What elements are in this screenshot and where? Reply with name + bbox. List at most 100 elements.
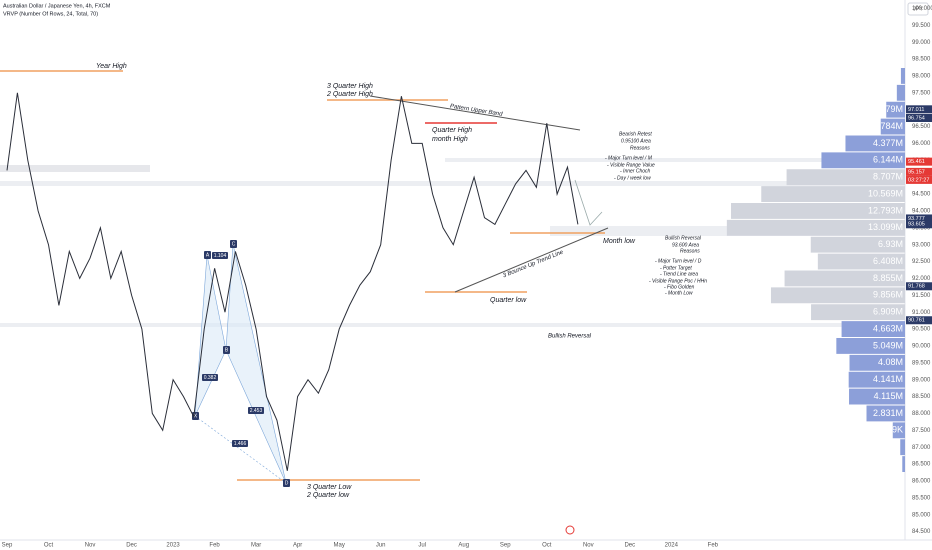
price-tag [906, 282, 932, 291]
price-tag [906, 316, 932, 325]
point-box [223, 346, 230, 354]
annotation: month High [432, 136, 468, 143]
price-tag [906, 167, 932, 176]
profile-label: 6.909M [873, 307, 903, 317]
y-tick-label: 90.000 [912, 344, 931, 350]
y-tick-label: 99.500 [912, 23, 931, 29]
profile-bar [900, 439, 905, 456]
price-tag [906, 113, 932, 122]
x-tick-label: Jul [418, 543, 426, 549]
profile-bar [731, 203, 905, 219]
price-line [6, 92, 579, 471]
point-box [283, 479, 290, 487]
x-tick-label: Dec [126, 543, 137, 549]
profile-label: 899K [882, 425, 903, 435]
annotation: Bullish Reversal [665, 235, 702, 241]
annotation: 0.95100 Area [621, 138, 651, 144]
ratio-label: 0.382 [204, 375, 217, 381]
y-tick-label: 99.000 [912, 40, 931, 46]
annotation: Quarter High [432, 127, 472, 134]
profile-bar [900, 68, 905, 84]
price-tag-label: 95.461 [908, 159, 925, 165]
x-tick-label: Nov [85, 543, 96, 549]
y-tick-label: 92.000 [912, 276, 931, 282]
projection [574, 179, 603, 226]
y-tick-label: 94.000 [912, 209, 931, 215]
annotation: 2 Quarter High [326, 91, 373, 98]
profile-bar [770, 287, 905, 304]
annotation: Reasons [680, 248, 700, 254]
price-tag-label: 97.011 [908, 107, 924, 113]
y-tick-label: 94.500 [912, 192, 931, 198]
annotation: Year High [96, 63, 127, 70]
countdown: 03:27:27 [908, 177, 929, 183]
annotation: - Major Turn level / M [605, 155, 653, 161]
event-icon [565, 525, 575, 535]
annotation: 3 Bounce Up Trend Line [502, 249, 565, 279]
price-tag [906, 105, 932, 114]
y-tick-label: 92.500 [912, 259, 931, 265]
annotation: Quarter low [490, 297, 527, 304]
ratio-label: 1.466 [234, 441, 247, 447]
y-tick-label: 98.500 [912, 57, 931, 63]
profile-label: 8.707M [873, 172, 903, 182]
harmonic [194, 254, 227, 417]
annotation: - Visible Range Value [607, 162, 655, 168]
y-tick-label: 88.000 [912, 411, 931, 417]
y-tick-label: 96.000 [912, 141, 931, 147]
price-tag-label: 90.761 [908, 318, 925, 324]
annotation: 3 Quarter High [327, 83, 373, 90]
profile-label: 1.784M [873, 121, 903, 131]
ratio-box [232, 440, 248, 447]
point-box [204, 251, 211, 259]
profile-bar [761, 186, 905, 202]
y-tick-label: 86.500 [912, 462, 931, 468]
ratio-box [202, 374, 218, 381]
profile-bar [817, 253, 905, 270]
profile-bar [892, 422, 905, 439]
profile-label: 5.049M [873, 340, 903, 350]
ratio-label: 2.453 [250, 408, 263, 414]
annotation: Month low [603, 238, 636, 245]
price-tag-label: 93.605 [908, 222, 925, 228]
y-tick-label: 93.000 [912, 242, 931, 248]
x-tick-label: Mar [251, 543, 261, 549]
zone [0, 323, 905, 327]
price-tag [906, 157, 932, 166]
profile-label: 4.663M [873, 323, 903, 333]
x-tick-label: Feb [708, 543, 719, 549]
price-tag-label: 96.754 [908, 115, 925, 121]
y-tick-label: 85.500 [912, 495, 931, 501]
annotation: - Potter Target [660, 265, 692, 271]
y-tick-label: 84.500 [912, 529, 931, 535]
annotation: 93.600 Area [672, 242, 699, 248]
subtitle: VRVP (Number Of Rows, 24, Total, 70) [3, 11, 98, 17]
profile-label: 4.08M [878, 357, 903, 367]
x-tick-label: May [333, 543, 344, 549]
profile-label: 6.93M [878, 239, 903, 249]
profile-bar [845, 135, 905, 152]
profile-bar [836, 338, 905, 354]
x-tick-label: Apr [293, 543, 302, 549]
y-tick-label: 93.500 [912, 225, 931, 231]
x-tick-label: Nov [583, 543, 594, 549]
y-tick-label: 100.000 [912, 6, 932, 12]
price-tag-label: 91.768 [908, 284, 925, 290]
x-tick-label: Sep [500, 543, 511, 549]
point-label: B [225, 347, 229, 353]
ratio-box [248, 407, 264, 414]
profile-bar [849, 388, 905, 405]
y-tick-label: 88.500 [912, 394, 931, 400]
profile-bar [811, 304, 905, 321]
ratio-box [212, 252, 228, 259]
profile-bar [821, 152, 905, 169]
zone [0, 165, 150, 172]
x-tick-label: Jun [376, 543, 386, 549]
y-tick-label: 87.500 [912, 428, 931, 434]
annotation: Bullish Reversal [548, 334, 592, 340]
zone [445, 158, 905, 162]
profile-bar [896, 84, 905, 101]
profile-bar [786, 169, 905, 186]
profile-label: 2.831M [873, 408, 903, 418]
y-tick-label: 96.500 [912, 124, 931, 130]
